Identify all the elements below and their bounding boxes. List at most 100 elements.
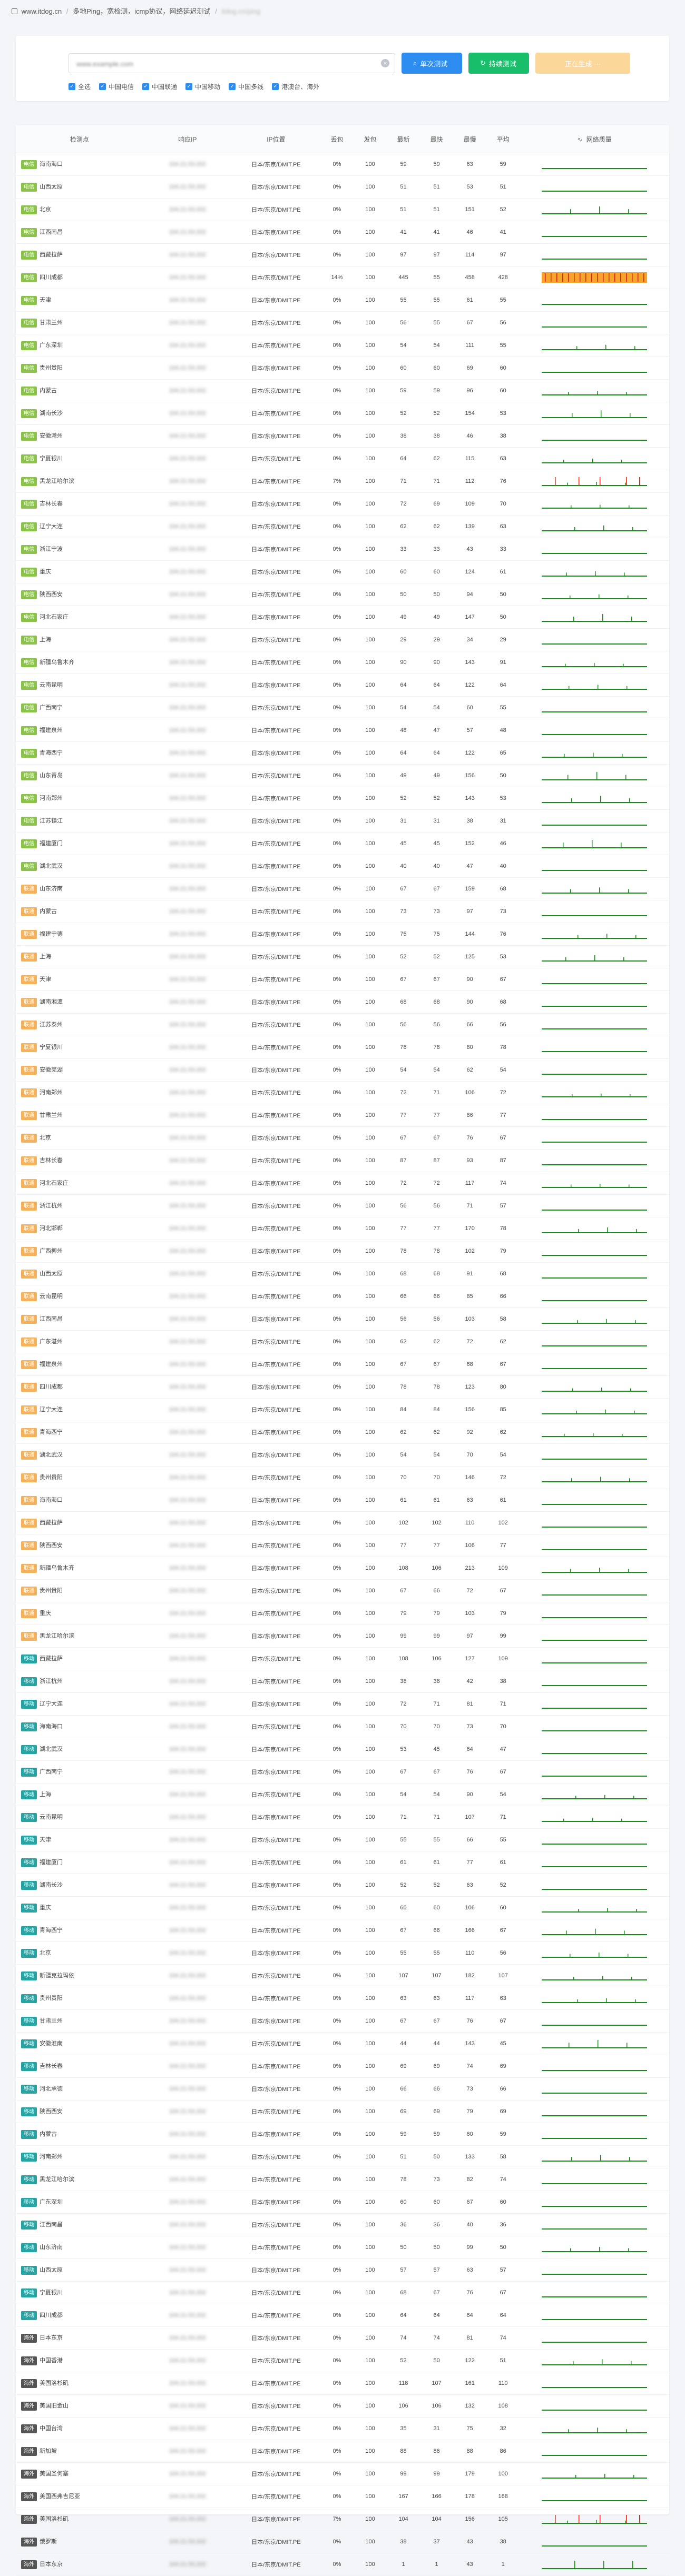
header-sent[interactable]: 发包 xyxy=(353,125,387,153)
location-cell: 日本/东京/DMIT.PE xyxy=(231,696,320,719)
node-cell: 联通 重庆 xyxy=(16,1602,143,1625)
filter-checkbox[interactable]: ✓ 中国联通 xyxy=(142,82,177,91)
ip-cell: 104.21.53.202 xyxy=(143,900,232,923)
location-cell: 日本/东京/DMIT.PE xyxy=(231,356,320,380)
latest-cell: 62 xyxy=(387,1330,420,1353)
latest-cell: 75 xyxy=(387,923,420,946)
response-ip: 104.21.53.202 xyxy=(169,433,206,439)
slowest-cell: 82 xyxy=(453,2168,487,2191)
quality-sparkline xyxy=(542,236,648,237)
latency-spike xyxy=(630,1388,631,1391)
sent-cell: 100 xyxy=(353,2032,387,2055)
search-input[interactable] xyxy=(69,54,373,74)
header-ip[interactable]: 响应IP xyxy=(143,125,232,153)
slowest-cell: 97 xyxy=(453,1624,487,1648)
single-test-button[interactable]: ⌕ 单次测试 xyxy=(402,53,462,74)
latency-spike xyxy=(625,482,626,485)
node-name: 河南郑州 xyxy=(40,2154,63,2161)
ip-cell: 104.21.53.202 xyxy=(143,2553,232,2576)
average-cell: 64 xyxy=(486,673,520,697)
close-icon[interactable]: × xyxy=(381,59,389,67)
loss-cell: 0% xyxy=(320,2462,354,2485)
quality-sparkline xyxy=(542,1795,648,1799)
fastest-cell: 55 xyxy=(420,1941,454,1965)
quality-sparkline xyxy=(542,614,648,622)
header-quality[interactable]: ∿ 网络质量 xyxy=(520,125,669,153)
fastest-cell: 44 xyxy=(420,2032,454,2055)
latency-spike xyxy=(629,798,630,802)
latency-spike xyxy=(632,2561,633,2568)
quality-sparkline xyxy=(542,1300,648,1301)
ip-cell: 104.21.53.202 xyxy=(143,1760,232,1784)
ip-cell: 104.21.53.202 xyxy=(143,1285,232,1308)
node-name: 湖南湘潭 xyxy=(40,999,63,1006)
download-report-button[interactable]: 正在生成 ··· xyxy=(535,53,630,74)
response-ip: 104.21.53.202 xyxy=(169,1203,206,1209)
ip-cell: 104.21.53.202 xyxy=(143,402,232,425)
quality-cell xyxy=(520,1760,669,1784)
breadcrumb-home[interactable]: www.itdog.cn xyxy=(21,7,62,15)
latest-cell: 33 xyxy=(387,538,420,561)
loss-cell: 0% xyxy=(320,877,354,900)
latest-cell: 51 xyxy=(387,175,420,199)
filter-checkbox[interactable]: ✓ 全选 xyxy=(68,82,91,91)
latency-baseline xyxy=(542,1821,648,1822)
header-latest[interactable]: 最新 xyxy=(387,125,420,153)
filter-checkbox[interactable]: ✓ 中国电信 xyxy=(99,82,134,91)
location-cell: 日本/东京/DMIT.PE xyxy=(231,1874,320,1897)
average-cell: 67 xyxy=(486,1126,520,1150)
slowest-cell: 90 xyxy=(453,1783,487,1806)
table-row: 电信 天津 104.21.53.202 日本/东京/DMIT.PE 0% 100 55 55 6… xyxy=(16,289,669,312)
header-average[interactable]: 平均 xyxy=(486,125,520,153)
filter-checkbox[interactable]: ✓ 中国移动 xyxy=(185,82,220,91)
quality-sparkline xyxy=(542,2515,648,2524)
loss-cell: 0% xyxy=(320,1738,354,1761)
latency-baseline xyxy=(542,2274,648,2275)
node-name: 贵州贵阳 xyxy=(40,365,63,372)
table-row: 海外 日本东京 104.21.53.202 日本/东京/DMIT.PE 0% 100 74 7… xyxy=(16,2326,669,2350)
average-cell: 71 xyxy=(486,1692,520,1716)
latency-spike xyxy=(567,2520,568,2523)
slowest-cell: 117 xyxy=(453,1172,487,1195)
loss-cell: 0% xyxy=(320,2417,354,2440)
sent-cell: 100 xyxy=(353,606,387,629)
table-row: 联通 吉林长春 104.21.53.202 日本/东京/DMIT.PE 0% 100 87 8… xyxy=(16,1149,669,1172)
header-slowest[interactable]: 最慢 xyxy=(453,125,487,153)
quality-sparkline xyxy=(542,1433,648,1437)
header-fastest[interactable]: 最快 xyxy=(420,125,454,153)
isp-badge: 移动 xyxy=(21,2039,37,2048)
isp-badge: 联通 xyxy=(21,907,37,916)
ip-cell: 104.21.53.202 xyxy=(143,1874,232,1897)
filter-checkbox[interactable]: ✓ 中国多线 xyxy=(229,82,263,91)
filter-checkbox[interactable]: ✓ 港澳台、海外 xyxy=(272,82,319,91)
location-cell: 日本/东京/DMIT.PE xyxy=(231,2304,320,2327)
node-name: 江苏泰州 xyxy=(40,1022,63,1028)
search-box[interactable]: × xyxy=(68,53,395,74)
node-cell: 联通 广东湛州 xyxy=(16,1330,143,1353)
latest-cell: 51 xyxy=(387,2145,420,2168)
table-row: 电信 广东深圳 104.21.53.202 日本/东京/DMIT.PE 0% 100 54 5… xyxy=(16,334,669,357)
node-cell: 联通 辽宁大连 xyxy=(16,1398,143,1421)
latest-cell: 104 xyxy=(387,2508,420,2531)
average-cell: 69 xyxy=(486,2055,520,2078)
continuous-test-button[interactable]: ↻ 持续测试 xyxy=(468,53,529,74)
node-name: 新疆乌鲁木齐 xyxy=(40,1565,74,1572)
latency-baseline xyxy=(542,213,648,214)
latency-spike xyxy=(607,1227,608,1232)
latency-spike xyxy=(577,1999,578,2002)
ip-cell: 104.21.53.202 xyxy=(143,2508,232,2531)
ip-cell: 104.21.53.202 xyxy=(143,1489,232,1512)
table-row: 电信 河北石家庄 104.21.53.202 日本/东京/DMIT.PE 0% 100 49… xyxy=(16,606,669,629)
header-loss[interactable]: 丢包 xyxy=(320,125,354,153)
header-node[interactable]: 检测点 xyxy=(16,125,143,153)
quality-cell xyxy=(520,764,669,787)
packet-loss-mark xyxy=(591,273,592,282)
header-location[interactable]: IP位置 xyxy=(231,125,320,153)
response-ip: 104.21.53.202 xyxy=(169,591,206,598)
node-cell: 联通 湖南湘潭 xyxy=(16,990,143,1014)
breadcrumb-page[interactable]: 多地Ping，宽检测，icmp协议，网络延迟测试 xyxy=(73,7,211,15)
node-cell: 联通 贵州贵阳 xyxy=(16,1579,143,1602)
checkmark-icon: ✓ xyxy=(142,83,150,90)
node-name: 上海 xyxy=(40,637,51,643)
loss-cell: 0% xyxy=(320,2304,354,2327)
